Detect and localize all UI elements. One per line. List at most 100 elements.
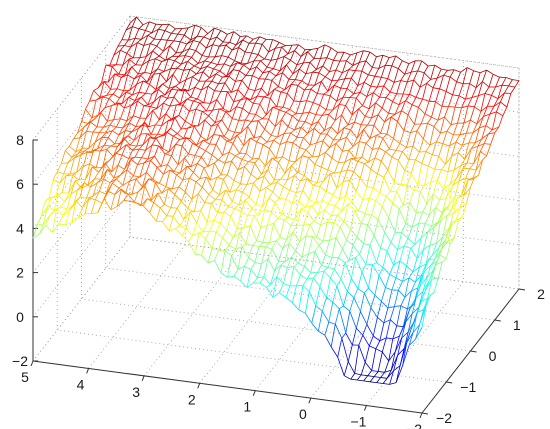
mesh-segment: [224, 152, 230, 164]
mesh-segment: [188, 153, 196, 156]
mesh-segment: [479, 151, 487, 157]
mesh-segment: [492, 126, 499, 131]
mesh-segment: [428, 207, 436, 216]
mesh-segment: [436, 220, 441, 244]
mesh-segment: [110, 143, 115, 147]
mesh-segment: [248, 257, 256, 263]
mesh-segment: [261, 39, 267, 45]
mesh-segment: [355, 92, 361, 99]
mesh-segment: [327, 84, 335, 92]
mesh-segment: [290, 50, 295, 61]
mesh-segment: [112, 64, 117, 68]
mesh-segment: [341, 195, 347, 211]
mesh-segment: [403, 245, 411, 249]
mesh-segment: [170, 67, 178, 70]
mesh-segment: [377, 107, 383, 115]
mesh-segment: [450, 122, 458, 126]
mesh-segment: [285, 198, 293, 204]
grid-line-z: [32, 148, 520, 273]
mesh-segment: [506, 93, 512, 108]
mesh-segment: [280, 264, 288, 268]
mesh-segment: [319, 186, 327, 192]
mesh-segment: [386, 337, 393, 340]
mesh-segment: [151, 88, 159, 95]
mesh-segment: [147, 34, 155, 40]
mesh-segment: [355, 253, 360, 258]
mesh-segment: [303, 212, 309, 226]
mesh-segment: [374, 294, 382, 302]
mesh-segment: [390, 232, 396, 243]
mesh-segment: [193, 40, 200, 43]
mesh-segment: [181, 145, 189, 155]
grid-line-z: [32, 236, 520, 362]
mesh-segment: [485, 113, 491, 126]
mesh-segment: [380, 132, 388, 135]
mesh-segment: [422, 83, 427, 100]
axis-layer: [30, 139, 526, 419]
mesh-segment: [200, 202, 206, 211]
mesh-segment: [240, 51, 246, 64]
grid-line-z: [32, 15, 520, 141]
mesh-segment: [219, 63, 225, 72]
mesh-segment: [298, 120, 306, 122]
mesh-segment: [218, 82, 225, 85]
mesh-segment: [303, 133, 308, 138]
mesh-segment: [368, 264, 373, 289]
mesh-segment: [333, 133, 338, 141]
mesh-segment: [410, 159, 416, 174]
mesh-segment: [427, 123, 435, 127]
mesh-segment: [445, 91, 453, 96]
mesh-segment: [182, 177, 190, 181]
mesh-segment: [501, 77, 507, 86]
mesh-segment: [274, 88, 281, 93]
mesh-segment: [260, 225, 268, 228]
mesh-segment: [408, 145, 414, 160]
mesh-segment: [252, 157, 260, 160]
mesh-segment: [174, 117, 182, 130]
mesh-segment: [160, 39, 168, 41]
mesh-segment: [439, 197, 447, 201]
mesh-segment: [227, 91, 232, 93]
mesh-segment: [390, 113, 396, 118]
mesh-segment: [421, 60, 429, 67]
mesh-segment: [407, 114, 415, 125]
mesh-segment: [225, 42, 230, 46]
mesh-segment: [327, 221, 334, 224]
mesh-segment: [319, 94, 325, 106]
mesh-segment: [204, 56, 209, 62]
mesh-segment: [269, 223, 274, 243]
mesh-segment: [152, 179, 160, 184]
mesh-segment: [177, 145, 183, 165]
mesh-segment: [416, 249, 424, 259]
mesh-segment: [256, 141, 264, 145]
mesh-segment: [374, 68, 380, 77]
mesh-segment: [176, 67, 184, 71]
mesh-segment: [200, 66, 208, 70]
mesh-segment: [361, 143, 367, 158]
mesh-segment: [247, 214, 255, 217]
mesh-segment: [353, 161, 359, 172]
mesh-segment: [353, 91, 361, 95]
mesh-segment: [417, 70, 425, 74]
mesh-segment: [331, 214, 338, 217]
mesh-segment: [399, 260, 407, 267]
mesh-segment: [403, 202, 410, 206]
mesh-segment: [301, 155, 309, 158]
y-tick-label: 2: [537, 286, 545, 302]
mesh-segment: [294, 208, 302, 221]
mesh-segment: [113, 46, 119, 56]
mesh-segment: [231, 106, 237, 119]
mesh-segment: [335, 226, 341, 238]
mesh-segment: [449, 134, 454, 147]
mesh-segment: [270, 181, 277, 185]
mesh-segment: [279, 109, 286, 113]
mesh-segment: [240, 119, 246, 133]
mesh-segment: [251, 207, 259, 216]
mesh-segment: [128, 38, 135, 41]
mesh-segment: [404, 170, 412, 174]
grid-line-x: [366, 60, 464, 406]
mesh-segment: [125, 91, 133, 96]
mesh-segment: [289, 109, 297, 115]
mesh-segment: [447, 69, 455, 71]
mesh-segment: [129, 57, 134, 60]
